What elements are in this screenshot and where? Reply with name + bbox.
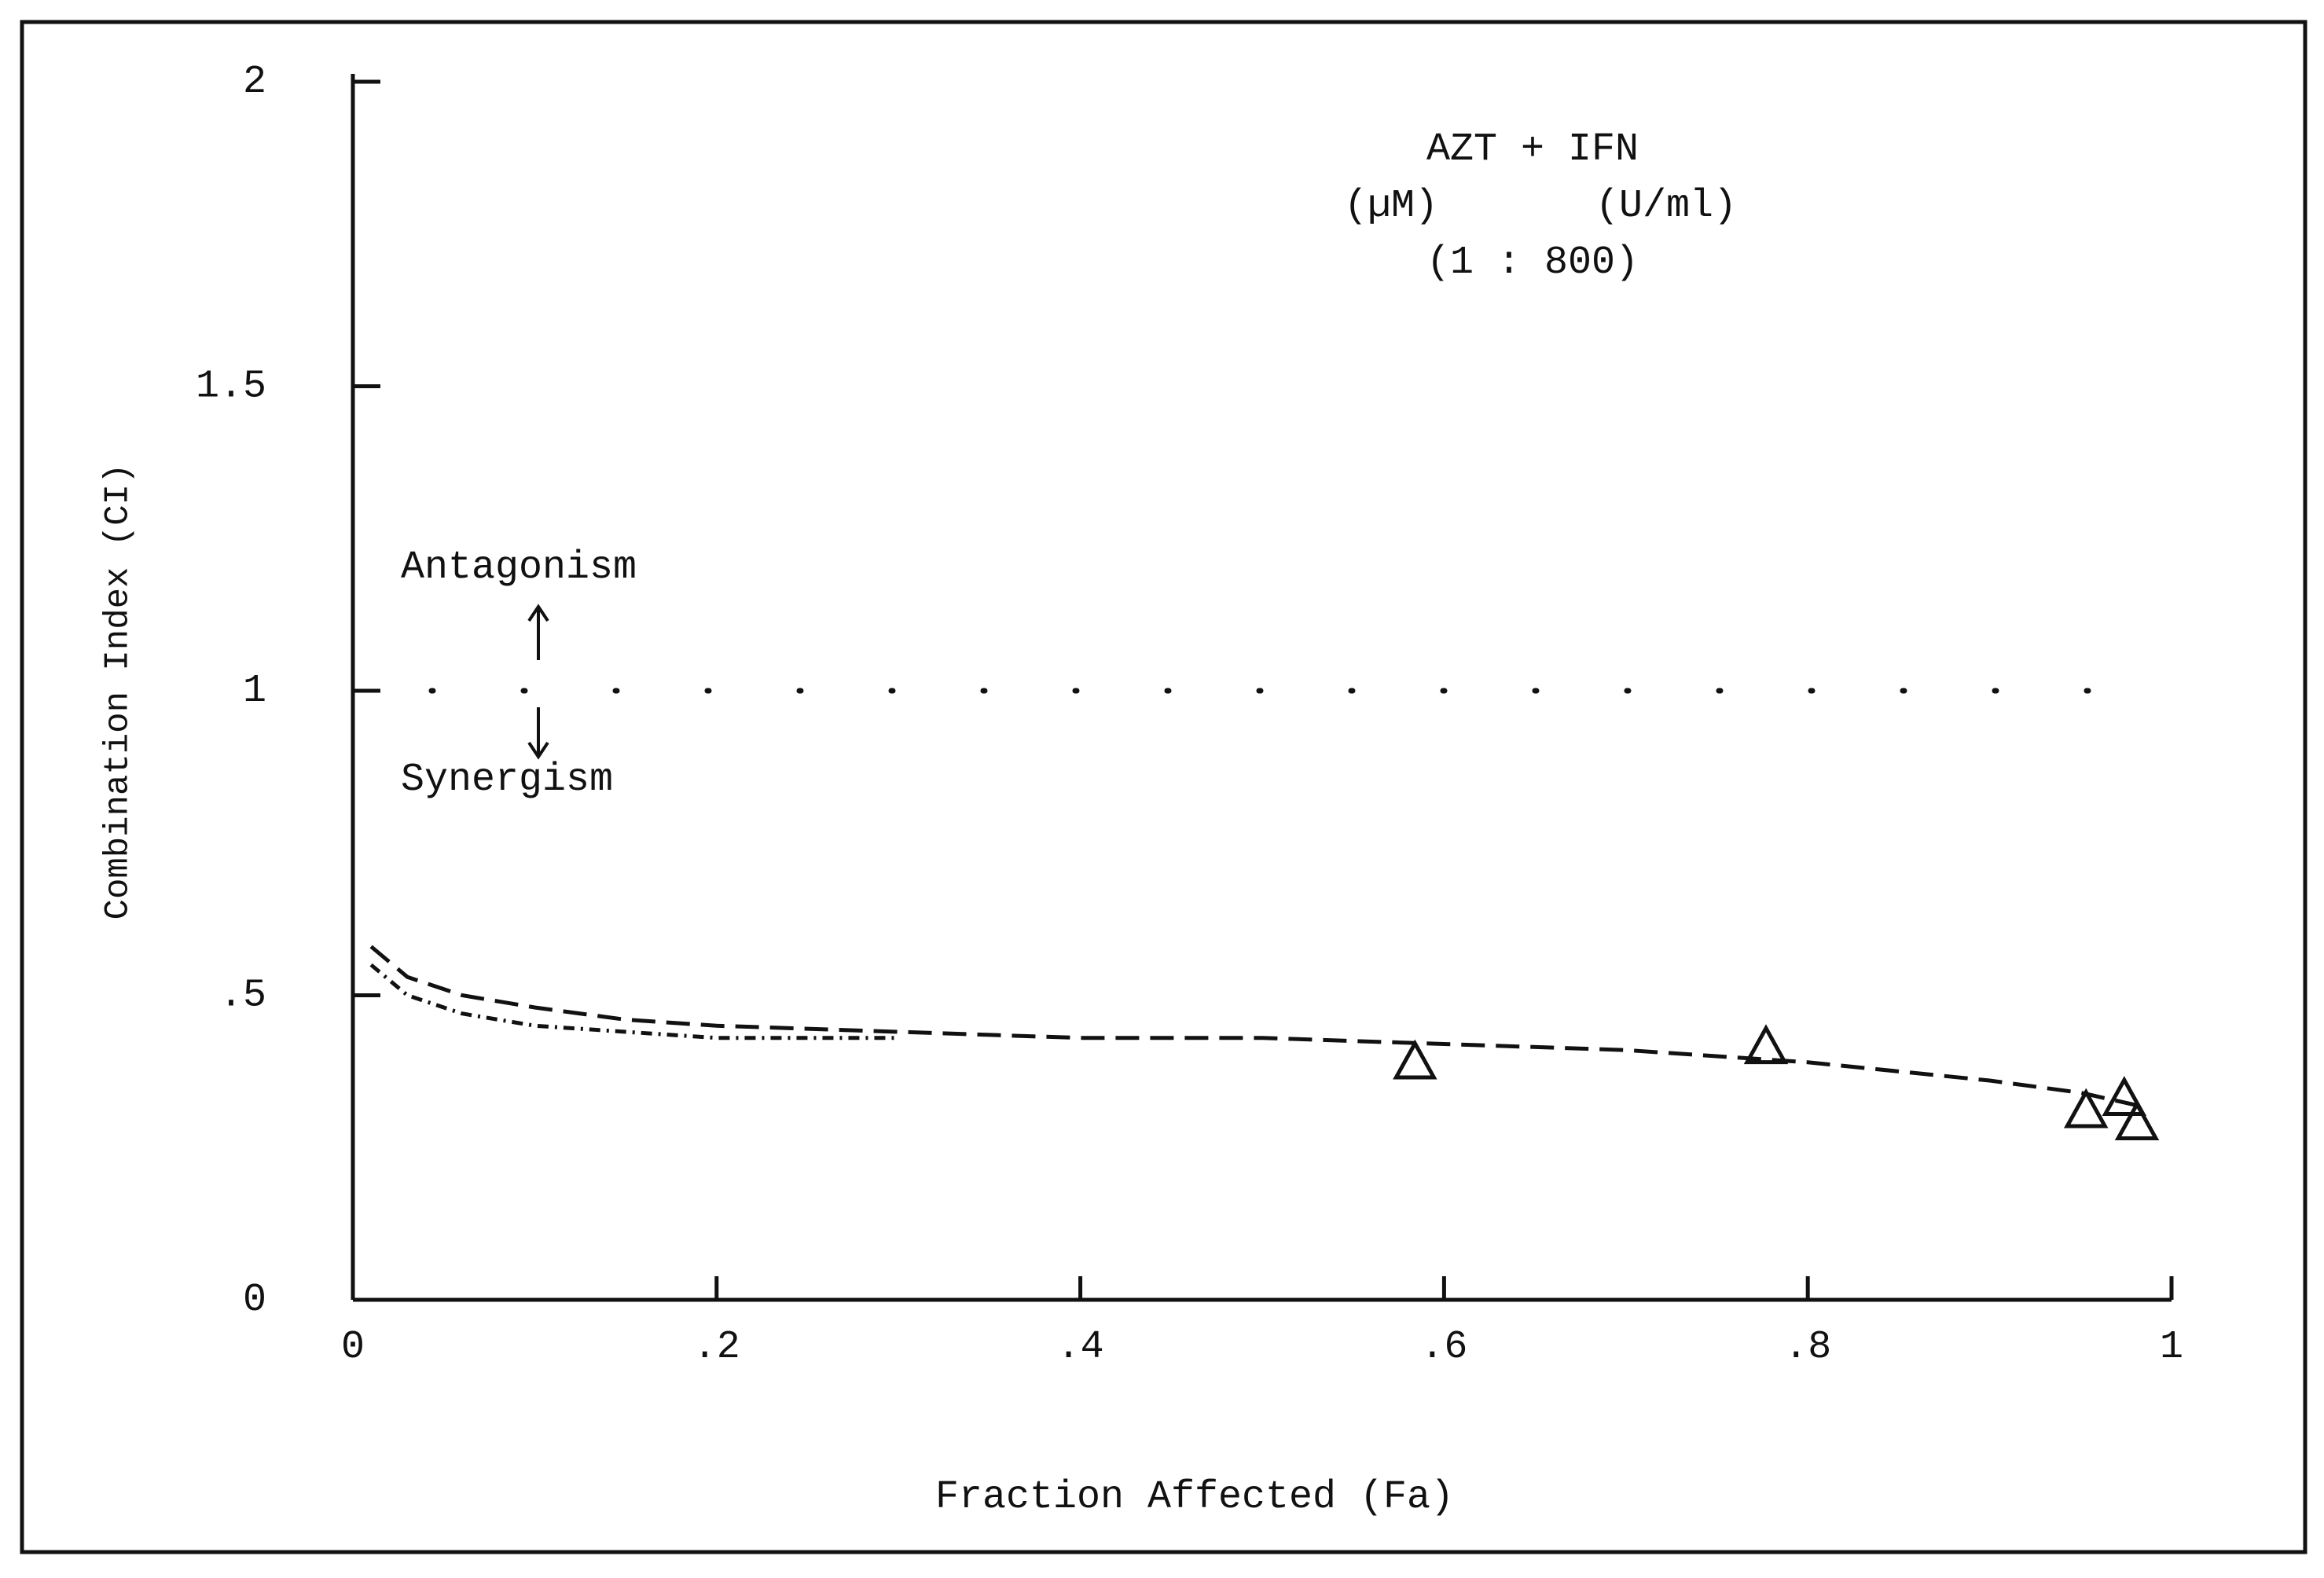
annotation: Antagonism — [401, 545, 637, 590]
x-tick-label: .2 — [693, 1325, 740, 1370]
triangle-marker — [1743, 1024, 1789, 1065]
x-tick-label: 0 — [341, 1325, 365, 1370]
y-tick-label: .5 — [219, 974, 266, 1018]
annotation: (1 : 800) — [1426, 240, 1639, 285]
annotation: Synergism — [401, 758, 613, 802]
frame — [20, 20, 2307, 1554]
y-tick-label: 1 — [243, 669, 266, 714]
x-axis-title: Fraction Affected (Fa) — [935, 1475, 1454, 1520]
annotation: (U/ml) — [1595, 184, 1737, 229]
y-tick-label: 2 — [243, 60, 266, 105]
x-tick-label: .8 — [1784, 1325, 1831, 1370]
triangle-marker — [2102, 1076, 2147, 1116]
x-tick-label: .6 — [1420, 1325, 1467, 1370]
x-tick-label: .4 — [1057, 1325, 1104, 1370]
triangle-marker — [1393, 1039, 1437, 1080]
arrows — [527, 604, 549, 760]
annotation: AZT + IFN — [1426, 127, 1639, 172]
triangle-marker — [2063, 1088, 2109, 1128]
y-axis-title: Combination Index (CI) — [99, 464, 138, 920]
triangle-marker — [2114, 1100, 2160, 1140]
y-tick-label: 0 — [243, 1278, 266, 1323]
annotation: (µM) — [1344, 184, 1438, 229]
x-tick-label: 1 — [2160, 1325, 2183, 1370]
y-tick-label: 1.5 — [196, 365, 266, 409]
curve — [369, 945, 2136, 1107]
